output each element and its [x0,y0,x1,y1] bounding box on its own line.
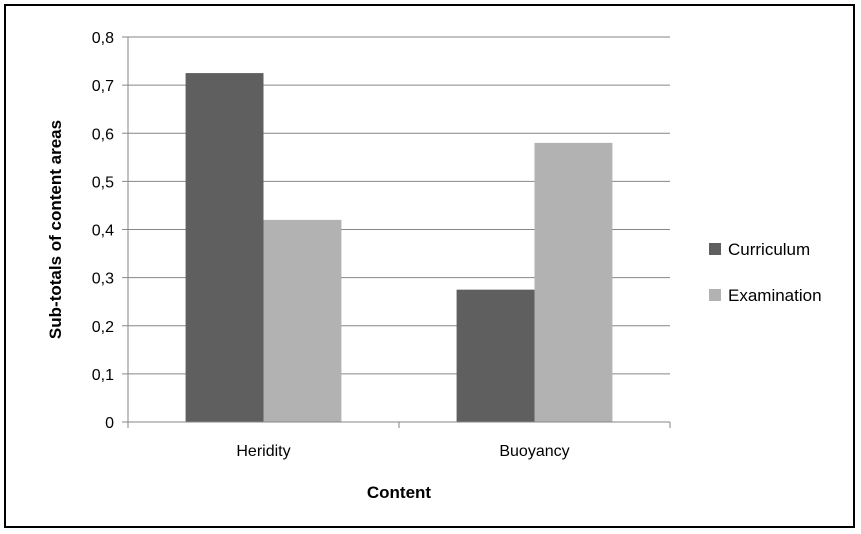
x-axis-ticks: Heridity Buoyancy [127,422,671,460]
y-tick-label: 0,5 [92,174,114,191]
y-tick-label: 0,4 [92,223,114,240]
y-tick-label: 0,3 [92,271,114,288]
x-axis-title: Content [367,483,432,502]
legend-swatch [709,243,721,255]
legend-label: Curriculum [728,240,810,259]
y-tick-label: 0,6 [92,126,114,143]
y-axis-ticks: 0 0,1 0,2 0,3 0,4 0,5 0,6 0,7 0,8 [92,30,128,432]
x-tick-label: Heridity [236,443,290,460]
bars [185,73,613,422]
y-tick-label: 0,1 [92,367,114,384]
bar-examination-heridity [263,219,342,422]
bar-curriculum-buoyancy [456,289,535,422]
y-tick-label: 0,8 [92,30,114,47]
legend: Curriculum Examination [709,240,822,305]
y-tick-label: 0,2 [92,319,114,336]
y-tick-label: 0,7 [92,78,114,95]
bar-curriculum-heridity [185,73,264,422]
bar-examination-buoyancy [534,142,613,422]
legend-label: Examination [728,286,822,305]
chart-frame [4,4,855,528]
y-tick-label: 0 [105,415,114,432]
y-axis-title: Sub-totals of content areas [46,120,65,339]
legend-swatch [709,289,721,301]
x-tick-label: Buoyancy [499,443,569,460]
